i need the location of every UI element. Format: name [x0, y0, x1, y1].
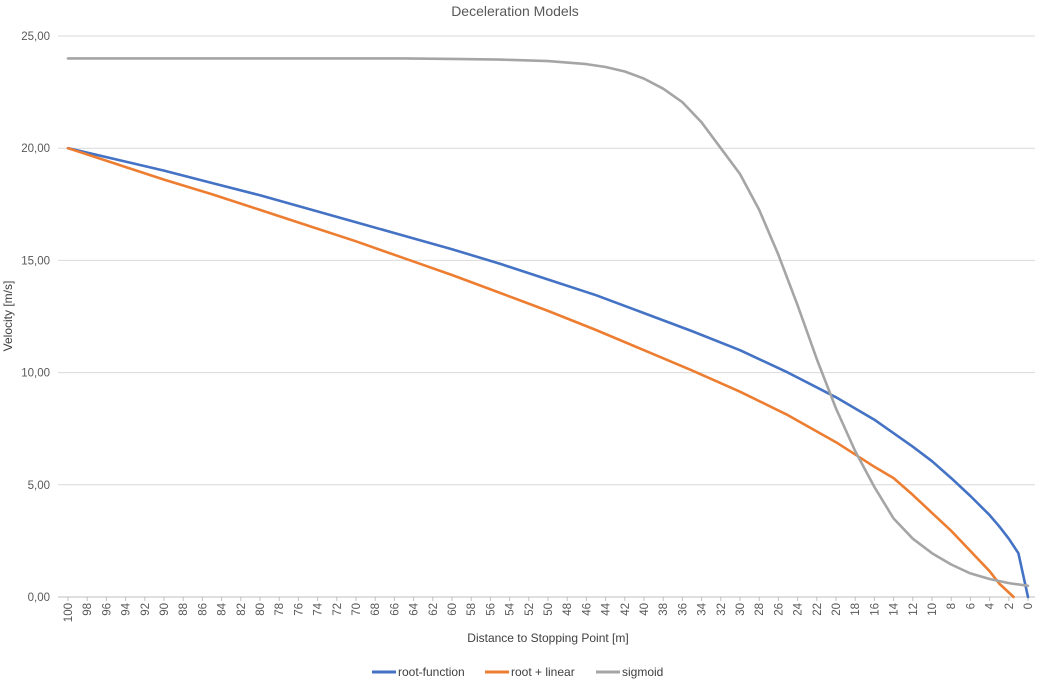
- series-line-root-linear: [66, 146, 1015, 599]
- x-tick-label: 88: [178, 603, 190, 616]
- y-tick-label: 10,00: [21, 368, 50, 380]
- x-tick-label: 40: [639, 603, 651, 616]
- x-tick-label: 4: [985, 602, 997, 609]
- x-tick-label: 24: [793, 602, 805, 615]
- x-tick-label: 2: [1004, 603, 1016, 609]
- y-axis-label: Velocity [m/s]: [1, 281, 15, 352]
- x-tick-label: 26: [773, 603, 785, 616]
- x-tick-label: 42: [620, 603, 632, 616]
- x-tick-label: 94: [121, 602, 133, 615]
- x-tick-label: 78: [274, 603, 286, 616]
- x-tick-label: 0: [1023, 603, 1035, 609]
- x-tick-label: 8: [946, 603, 958, 609]
- series-line-sigmoid: [66, 57, 1030, 588]
- y-tick-label: 5,00: [28, 480, 50, 492]
- series-line-root-function: [66, 146, 1030, 599]
- x-tick-label: 84: [217, 602, 229, 615]
- x-tick-label: 44: [601, 602, 613, 615]
- x-tick-label: 20: [831, 603, 843, 616]
- x-tick-label: 54: [505, 602, 517, 615]
- x-tick-label: 90: [159, 603, 171, 616]
- x-tick-label: 98: [82, 603, 94, 616]
- legend-label: root-function: [398, 665, 465, 679]
- x-tick-label: 48: [562, 603, 574, 616]
- y-tick-labels: 0,00 5,00 10,00 15,00 20,00 25,00: [21, 31, 50, 604]
- x-tick-label: 60: [447, 603, 459, 616]
- x-tick-label: 92: [140, 603, 152, 616]
- x-tick-label: 64: [409, 602, 421, 615]
- x-tick-label: 66: [389, 603, 401, 616]
- x-tick-label: 46: [581, 603, 593, 616]
- x-tick-label: 62: [428, 603, 440, 616]
- legend-label: root + linear: [511, 665, 575, 679]
- x-tick-label: 22: [812, 603, 824, 616]
- x-tick-label: 50: [543, 603, 555, 616]
- x-tick-label: 58: [466, 603, 478, 616]
- y-tick-label: 0,00: [28, 592, 50, 604]
- x-tick-label: 30: [735, 603, 747, 616]
- x-tick-label: 96: [101, 603, 113, 616]
- x-tick-label: 28: [754, 603, 766, 616]
- x-tick-label: 16: [869, 603, 881, 616]
- x-tick-label: 32: [716, 603, 728, 616]
- x-tick-labels: 100 98 96 94 92 90 88 86 84 82 80 78 76 74 72 70 68 66 64 6…: [63, 597, 1035, 622]
- x-tick-label: 80: [255, 603, 267, 616]
- x-tick-label: 52: [524, 603, 536, 616]
- x-tick-label: 10: [927, 603, 939, 616]
- x-tick-label: 82: [236, 603, 248, 616]
- x-tick-label: 68: [370, 603, 382, 616]
- x-tick-label: 76: [293, 603, 305, 616]
- y-tick-label: 20,00: [21, 143, 50, 155]
- x-tick-label: 18: [850, 603, 862, 616]
- x-tick-label: 14: [889, 602, 901, 615]
- x-tick-label: 70: [351, 603, 363, 616]
- gridlines: [58, 35, 1035, 598]
- chart-title: Deceleration Models: [451, 3, 579, 19]
- x-tick-label: 12: [908, 603, 920, 616]
- legend-label: sigmoid: [622, 665, 663, 679]
- x-tick-label: 36: [677, 603, 689, 616]
- legend: root-function root + linear sigmoid: [372, 665, 663, 679]
- x-tick-label: 6: [965, 603, 977, 609]
- x-tick-label: 86: [197, 603, 209, 616]
- x-axis-label: Distance to Stopping Point [m]: [467, 631, 628, 645]
- x-tick-label: 72: [332, 603, 344, 616]
- y-tick-label: 25,00: [21, 31, 50, 43]
- y-tick-label: 15,00: [21, 255, 50, 267]
- x-tick-label: 38: [658, 603, 670, 616]
- x-tick-label: 100: [63, 603, 75, 622]
- x-tick-label: 34: [697, 602, 709, 615]
- series-lines: [66, 57, 1030, 599]
- x-tick-label: 74: [313, 602, 325, 615]
- x-tick-label: 56: [485, 603, 497, 616]
